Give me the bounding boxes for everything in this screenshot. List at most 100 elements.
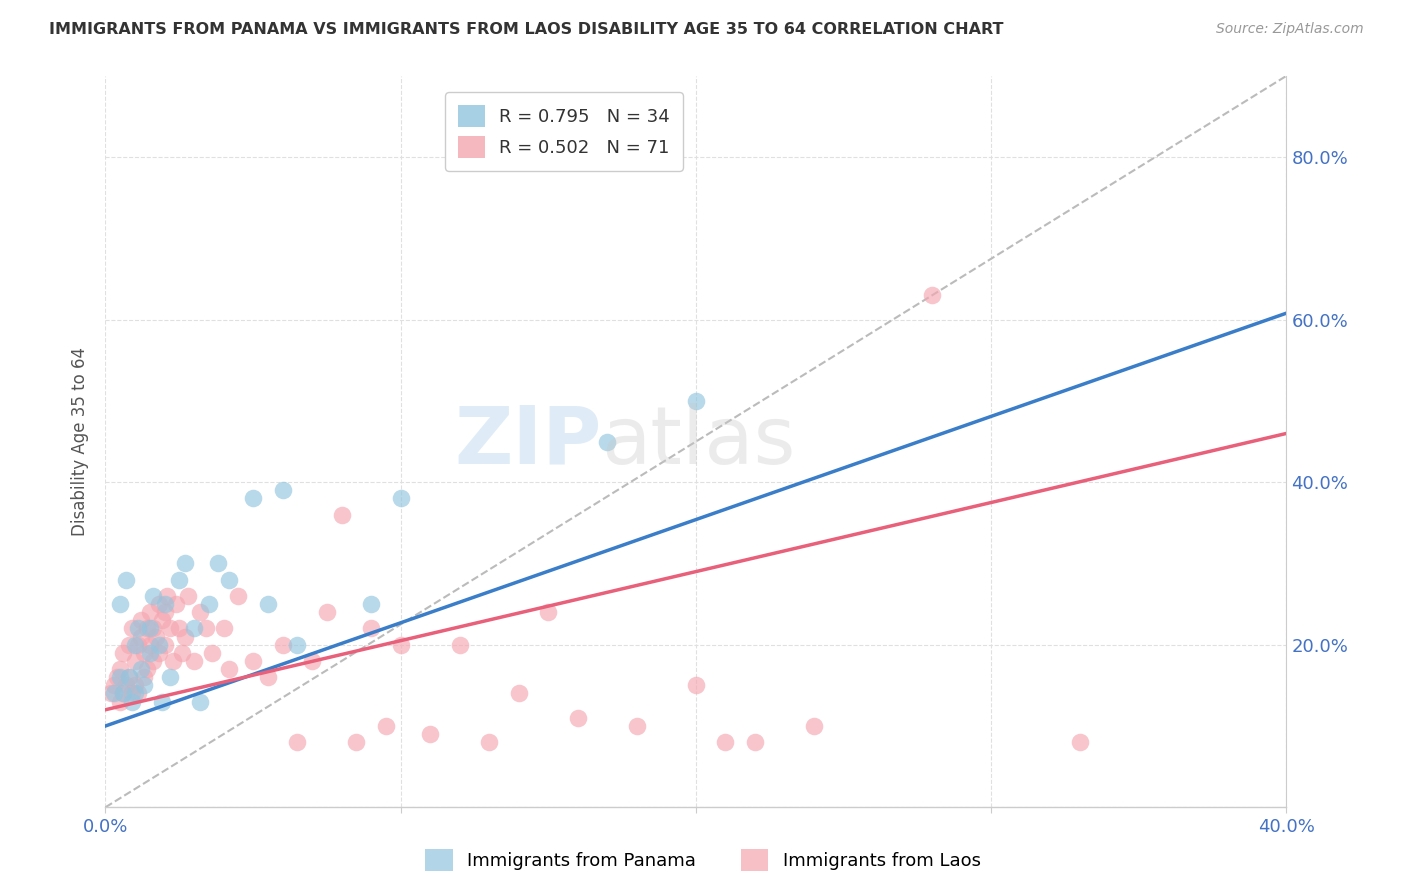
Point [124, 678, 146, 692]
Point [159, 670, 181, 684]
Point [153, 605, 176, 619]
Point [177, 589, 200, 603]
Point [685, 678, 707, 692]
Point [626, 719, 648, 733]
Point [115, 573, 138, 587]
Point [142, 589, 165, 603]
Point [183, 622, 205, 636]
Point [218, 662, 240, 676]
Point [169, 573, 191, 587]
Point [129, 630, 152, 644]
Point [478, 735, 501, 749]
Point [803, 719, 825, 733]
Point [218, 573, 240, 587]
Point [145, 630, 167, 644]
Point [127, 686, 149, 700]
Point [110, 662, 132, 676]
Y-axis label: Disability Age 35 to 64: Disability Age 35 to 64 [72, 347, 90, 536]
Point [118, 670, 141, 684]
Point [142, 622, 165, 636]
Point [138, 622, 162, 636]
Point [153, 597, 176, 611]
Legend: R = 0.795   N = 34, R = 0.502   N = 71: R = 0.795 N = 34, R = 0.502 N = 71 [446, 92, 683, 170]
Point [148, 646, 170, 660]
Point [1069, 735, 1091, 749]
Point [537, 605, 560, 619]
Point [212, 622, 235, 636]
Point [124, 638, 146, 652]
Point [110, 670, 132, 684]
Point [242, 491, 264, 506]
Point [330, 508, 353, 522]
Point [287, 735, 309, 749]
Point [127, 638, 149, 652]
Point [714, 735, 737, 749]
Point [112, 646, 135, 660]
Point [744, 735, 766, 749]
Point [271, 638, 294, 652]
Point [194, 622, 217, 636]
Point [118, 638, 141, 652]
Point [449, 638, 471, 652]
Point [188, 605, 211, 619]
Point [257, 597, 280, 611]
Point [419, 727, 441, 741]
Point [360, 597, 382, 611]
Point [110, 695, 132, 709]
Point [138, 646, 162, 660]
Point [135, 662, 157, 676]
Point [242, 654, 264, 668]
Point [129, 613, 152, 627]
Point [156, 589, 179, 603]
Point [287, 638, 309, 652]
Point [121, 686, 143, 700]
Point [105, 670, 128, 684]
Point [207, 557, 229, 571]
Point [118, 670, 141, 684]
Point [172, 646, 194, 660]
Point [138, 638, 162, 652]
Text: ZIP: ZIP [454, 402, 602, 481]
Point [148, 597, 170, 611]
Text: Source: ZipAtlas.com: Source: ZipAtlas.com [1216, 22, 1364, 37]
Point [129, 662, 152, 676]
Point [346, 735, 368, 749]
Point [183, 654, 205, 668]
Point [153, 638, 176, 652]
Point [508, 686, 530, 700]
Point [135, 622, 157, 636]
Point [142, 654, 165, 668]
Point [389, 638, 412, 652]
Point [150, 613, 173, 627]
Point [127, 622, 149, 636]
Point [315, 605, 337, 619]
Text: atlas: atlas [602, 402, 796, 481]
Point [132, 678, 155, 692]
Point [124, 654, 146, 668]
Point [148, 638, 170, 652]
Point [110, 597, 132, 611]
Point [271, 483, 294, 498]
Point [165, 597, 187, 611]
Point [103, 678, 125, 692]
Point [121, 695, 143, 709]
Point [169, 622, 191, 636]
Point [596, 434, 619, 449]
Point [228, 589, 250, 603]
Point [197, 597, 219, 611]
Text: IMMIGRANTS FROM PANAMA VS IMMIGRANTS FROM LAOS DISABILITY AGE 35 TO 64 CORRELATI: IMMIGRANTS FROM PANAMA VS IMMIGRANTS FRO… [49, 22, 1004, 37]
Point [112, 686, 135, 700]
Point [188, 695, 211, 709]
Point [301, 654, 323, 668]
Point [124, 686, 146, 700]
Point [921, 288, 943, 302]
Point [115, 678, 138, 692]
Point [389, 491, 412, 506]
Point [257, 670, 280, 684]
Point [159, 622, 181, 636]
Point [374, 719, 398, 733]
Point [100, 686, 122, 700]
Legend: Immigrants from Panama, Immigrants from Laos: Immigrants from Panama, Immigrants from … [418, 842, 988, 879]
Point [174, 557, 197, 571]
Point [685, 393, 707, 408]
